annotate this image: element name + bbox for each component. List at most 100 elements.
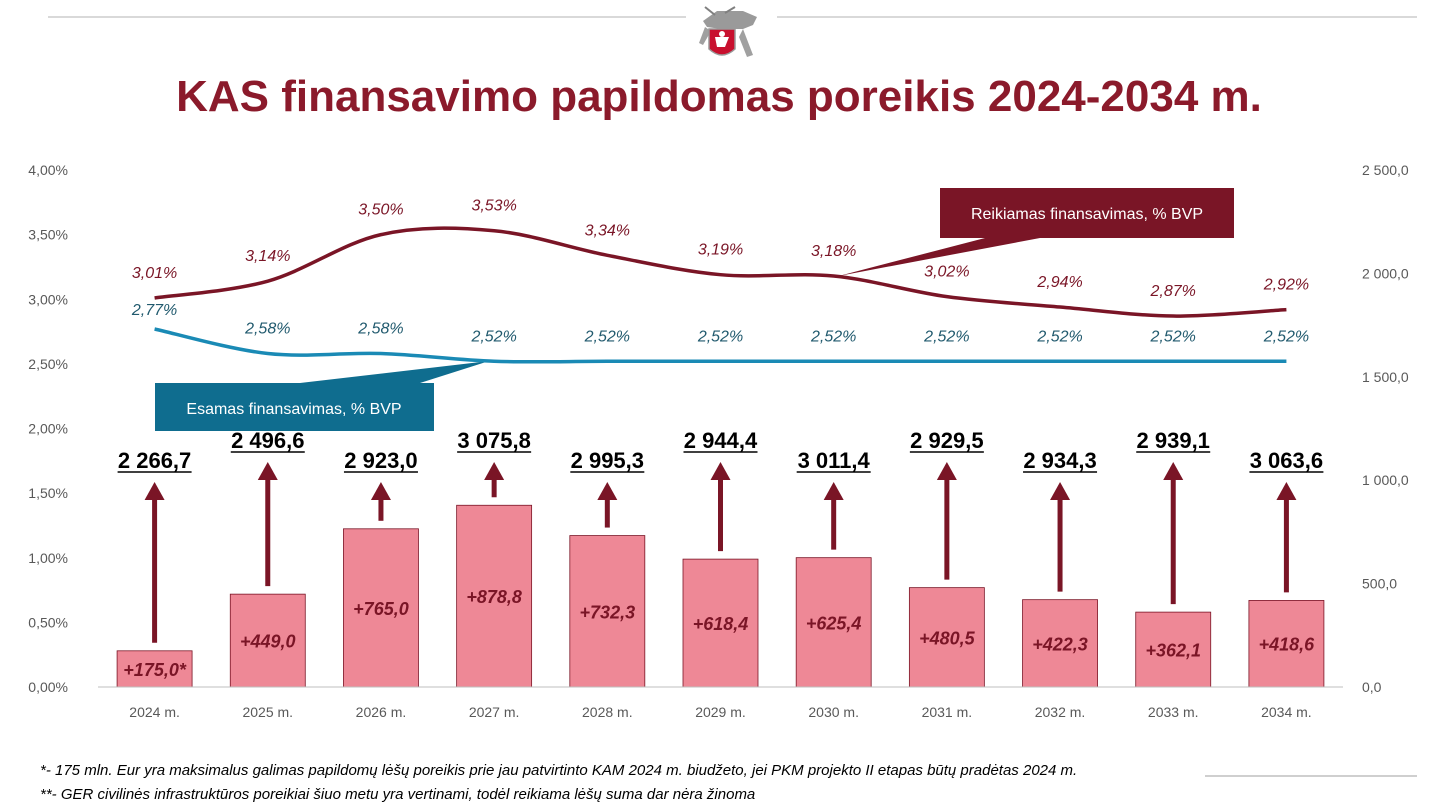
increase-arrow-head: [370, 482, 391, 500]
x-tick-label: 2026 m.: [356, 704, 407, 720]
existing-callout-box: [155, 383, 434, 431]
bar-data-label: +480,5: [919, 628, 976, 648]
y-left-tick-label: 1,00%: [28, 550, 68, 566]
y-left-tick-label: 2,50%: [28, 356, 68, 372]
required-point-label: 3,53%: [471, 198, 516, 215]
y-left-tick-label: 0,50%: [28, 614, 68, 630]
total-value-label: 3 075,8: [457, 428, 530, 453]
total-value-label: 3 063,6: [1250, 448, 1323, 473]
footnote-1: *- 175 mln. Eur yra maksimalus galimas p…: [40, 762, 1078, 779]
y-left-tick-label: 3,00%: [28, 291, 68, 307]
x-tick-label: 2031 m.: [922, 704, 973, 720]
bar: [569, 535, 646, 688]
total-value-label: 2 929,5: [910, 428, 983, 453]
bar: [1022, 599, 1098, 688]
top-rule-left: [48, 16, 686, 18]
x-tick-label: 2032 m.: [1035, 704, 1086, 720]
top-rule-right: [777, 16, 1417, 18]
bar: [116, 650, 193, 688]
bar-data-label: +878,8: [466, 587, 522, 607]
total-value-label: 2 266,7: [118, 448, 191, 473]
required-callout-box: [940, 188, 1234, 238]
total-value-label: 3 011,4: [798, 448, 871, 473]
existing-point-label: 2,52%: [584, 328, 630, 345]
bar-data-label: +418,6: [1259, 635, 1316, 655]
y-left-tick-label: 4,00%: [28, 162, 68, 178]
existing-point-label: 2,52%: [1150, 328, 1196, 345]
bar-data-label: +765,0: [353, 599, 409, 619]
required-point-label: 2,94%: [1036, 274, 1082, 291]
existing-point-label: 2,52%: [470, 328, 516, 345]
bar: [343, 528, 419, 688]
bar-data-label: +625,4: [806, 613, 862, 633]
bar: [229, 593, 306, 688]
existing-point-label: 2,58%: [244, 321, 290, 338]
y-left-tick-label: 0,00%: [28, 679, 68, 695]
bar: [1248, 600, 1325, 688]
x-tick-label: 2029 m.: [695, 704, 746, 720]
increase-arrow-head: [1050, 482, 1071, 500]
total-value-label: 2 923,0: [344, 448, 417, 473]
increase-arrow-head: [597, 482, 618, 500]
increase-arrow-head: [936, 462, 957, 480]
bar: [908, 587, 985, 688]
bar-data-label: +422,3: [1032, 634, 1088, 654]
existing-point-label: 2,52%: [810, 328, 856, 345]
existing-point-label: 2,52%: [1036, 328, 1082, 345]
total-value-label: 2 934,3: [1023, 448, 1096, 473]
existing-funding-line: [154, 327, 1287, 364]
increase-arrow-head: [823, 482, 844, 500]
y-right-tick-label: 2 500,0: [1362, 162, 1409, 178]
total-value-label: 2 944,4: [684, 428, 758, 453]
existing-callout-pointer: [300, 361, 490, 383]
required-funding-line: [154, 226, 1287, 318]
required-callout-label: Reikiamas finansavimas, % BVP: [971, 206, 1203, 223]
total-value-label: 2 496,6: [231, 428, 304, 453]
bar: [1135, 611, 1212, 688]
required-point-label: 3,14%: [245, 248, 290, 265]
coat-of-arms-icon: [699, 6, 757, 57]
footnote-2: **- GER civilinės infrastruktūros poreik…: [40, 786, 756, 803]
y-right-tick-label: 2 000,0: [1362, 265, 1409, 281]
required-point-label: 3,01%: [132, 265, 177, 282]
increase-arrow-head: [1276, 482, 1297, 500]
existing-point-label: 2,52%: [923, 328, 969, 345]
required-point-label: 3,19%: [698, 242, 743, 259]
x-tick-label: 2030 m.: [808, 704, 859, 720]
total-value-label: 2 939,1: [1137, 428, 1210, 453]
bar-data-label: +732,3: [580, 602, 636, 622]
required-point-label: 3,34%: [585, 222, 630, 239]
bar: [795, 557, 872, 688]
required-point-label: 2,92%: [1263, 277, 1309, 294]
y-left-tick-label: 3,50%: [28, 227, 68, 243]
x-tick-label: 2025 m.: [242, 704, 293, 720]
existing-callout-label: Esamas finansavimas, % BVP: [186, 401, 401, 418]
existing-point-label: 2,77%: [131, 302, 177, 319]
increase-arrow-head: [144, 482, 165, 500]
y-left-tick-label: 2,00%: [28, 421, 68, 437]
y-right-tick-label: 1 500,0: [1362, 369, 1409, 385]
bar-data-label: +362,1: [1145, 641, 1201, 661]
x-tick-label: 2034 m.: [1261, 704, 1312, 720]
bar: [456, 504, 533, 688]
x-tick-label: 2024 m.: [129, 704, 180, 720]
chart-title: KAS finansavimo papildomas poreikis 2024…: [176, 72, 1262, 121]
bar-data-label: +618,4: [693, 614, 749, 634]
increase-arrow-head: [710, 462, 731, 480]
x-tick-label: 2028 m.: [582, 704, 633, 720]
existing-point-label: 2,52%: [1263, 328, 1309, 345]
bar-data-label: +175,0*: [123, 660, 187, 680]
required-point-label: 3,02%: [924, 264, 969, 281]
total-value-label: 2 995,3: [571, 448, 644, 473]
required-point-label: 2,87%: [1150, 283, 1196, 300]
increase-arrow-head: [257, 462, 278, 480]
required-point-label: 3,18%: [811, 243, 856, 260]
y-left-tick-label: 1,50%: [28, 485, 68, 501]
x-tick-label: 2027 m.: [469, 704, 520, 720]
increase-arrow-head: [484, 462, 505, 480]
y-right-tick-label: 500,0: [1362, 576, 1397, 592]
existing-point-label: 2,58%: [357, 321, 403, 338]
y-right-tick-label: 0,0: [1362, 679, 1382, 695]
footnote-rule: [1205, 775, 1417, 777]
